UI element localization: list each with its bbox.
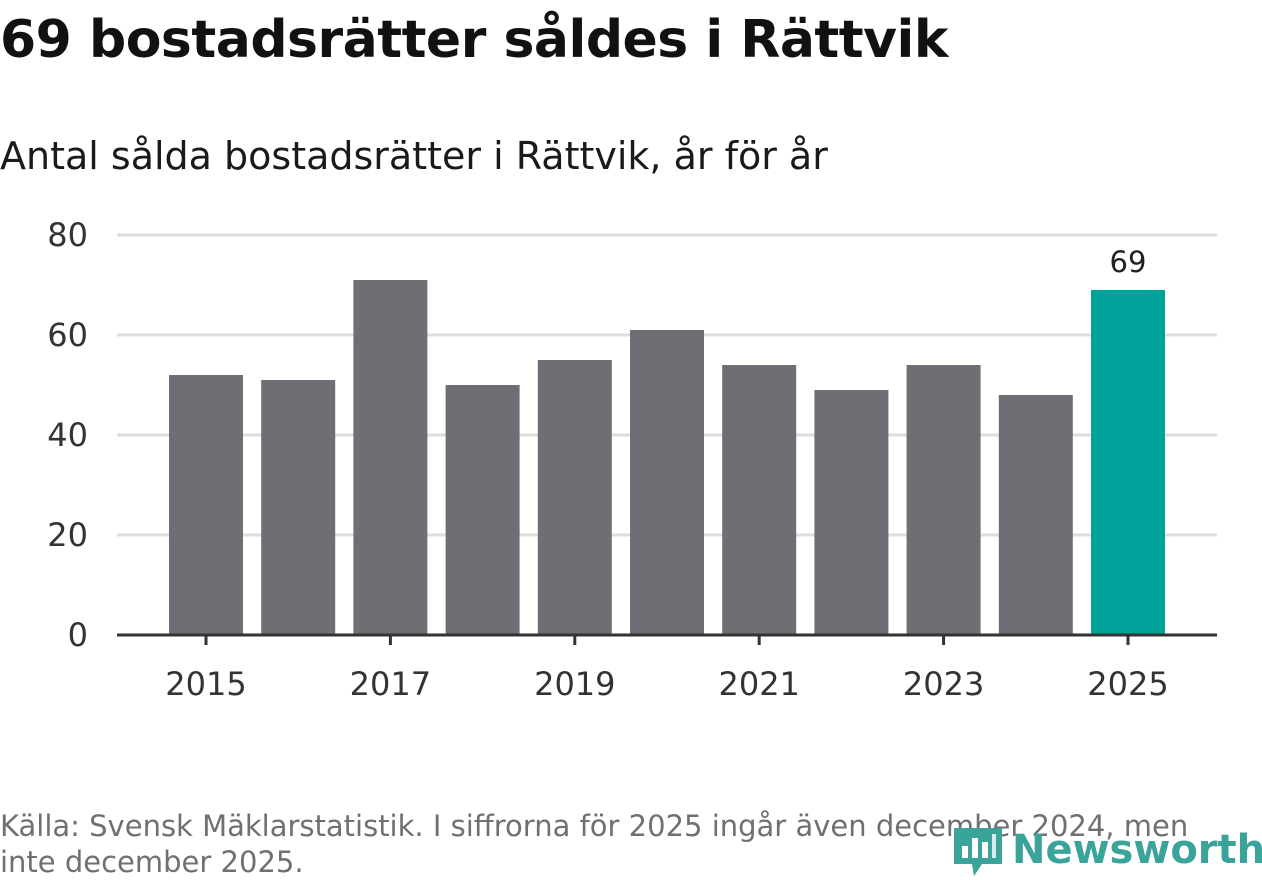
x-tick-label: 2015 <box>165 665 246 703</box>
y-axis-ticks: 0 20 40 60 80 <box>47 216 88 654</box>
bar-2023 <box>906 365 981 635</box>
x-tick-label: 2017 <box>350 665 431 703</box>
chart-title: 69 bostadsrätter såldes i Rättvik <box>0 10 948 70</box>
chart-subtitle: Antal sålda bostadsrätter i Rättvik, år … <box>0 134 828 178</box>
bar-2016 <box>261 380 336 635</box>
bars <box>169 280 1165 635</box>
y-tick-label: 40 <box>47 416 88 454</box>
x-tick-label: 2025 <box>1087 665 1168 703</box>
y-tick-label: 80 <box>47 216 88 254</box>
newsworthy-logo-icon <box>954 828 1002 876</box>
logo-text: Newsworthy <box>1012 827 1262 873</box>
bar-2024 <box>998 395 1073 635</box>
x-tick-label: 2019 <box>534 665 615 703</box>
y-tick-label: 0 <box>68 616 88 654</box>
y-tick-label: 60 <box>47 316 88 354</box>
data-labels: 69 <box>1110 245 1147 279</box>
y-tick-label: 20 <box>47 516 88 554</box>
bar-2015 <box>169 375 243 635</box>
bar-2025 <box>1091 290 1165 635</box>
data-label: 69 <box>1110 245 1147 279</box>
source-note: Källa: Svensk Mäklarstatistik. I siffror… <box>0 809 1189 879</box>
bar-chart: 0 20 40 60 80 69 2015 2017 2019 2021 2023 2025 <box>47 216 1217 703</box>
newsworthy-logo: Newsworthy <box>952 822 1262 878</box>
bar-2022 <box>814 390 889 635</box>
bar-2018 <box>445 385 520 635</box>
x-tick-label: 2023 <box>903 665 984 703</box>
bar-2019 <box>537 360 612 635</box>
bar-2021 <box>722 365 797 635</box>
bar-2017 <box>353 280 428 635</box>
x-tick-label: 2021 <box>718 665 799 703</box>
x-axis: 2015 2017 2019 2021 2023 2025 <box>117 633 1217 703</box>
bar-2020 <box>630 330 704 635</box>
